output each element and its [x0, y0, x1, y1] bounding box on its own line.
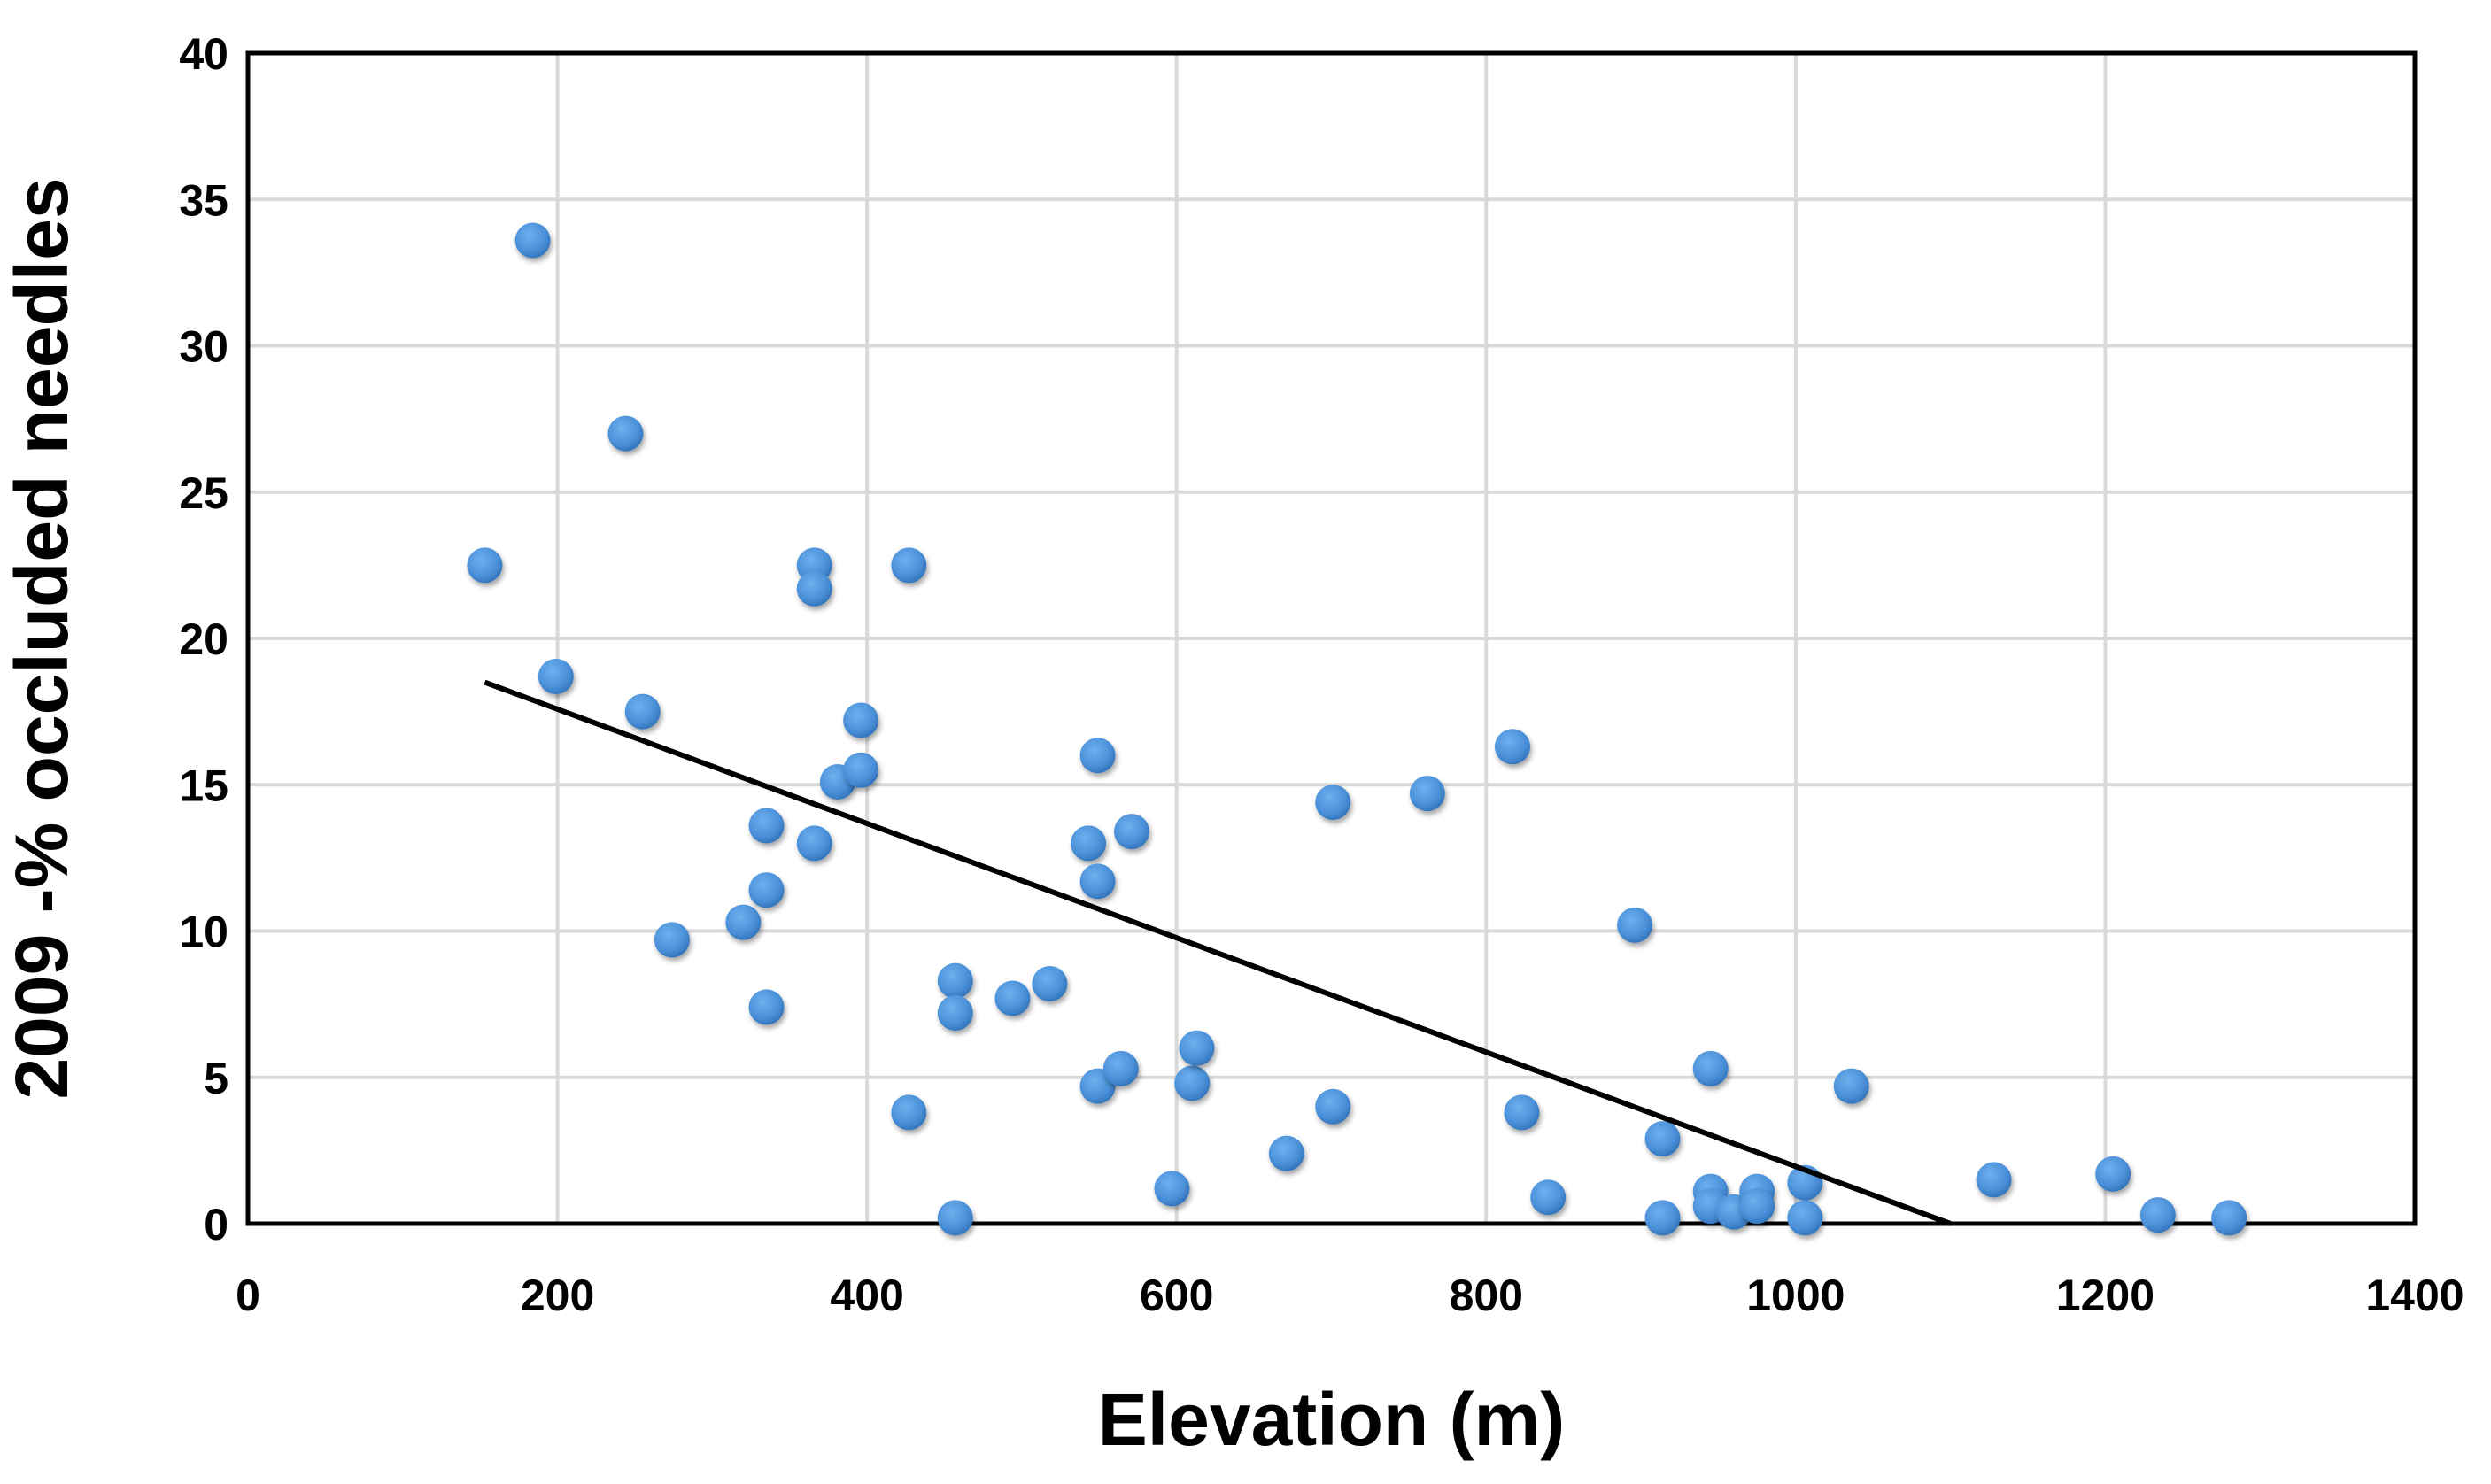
x-tick-label: 800 [1450, 1271, 1523, 1320]
x-tick-label: 400 [830, 1271, 903, 1320]
y-tick-label: 15 [179, 761, 228, 810]
data-point [1315, 1088, 1351, 1125]
data-point [994, 980, 1031, 1016]
data-point [624, 693, 661, 730]
data-point [1644, 1200, 1681, 1236]
data-point [891, 1094, 927, 1131]
data-point [1071, 825, 1107, 862]
data-point [937, 995, 973, 1032]
data-point [1174, 1065, 1211, 1101]
y-tick-label: 10 [179, 908, 228, 957]
data-point [1692, 1050, 1729, 1086]
y-tick-label: 25 [179, 468, 228, 518]
data-point [748, 808, 785, 844]
data-point [514, 222, 551, 259]
x-tick-label: 1000 [1746, 1271, 1845, 1320]
plot-area-border [245, 50, 2418, 1226]
data-point [796, 570, 832, 607]
y-tick-label: 40 [179, 29, 228, 79]
data-point [654, 922, 690, 958]
data-point [1530, 1179, 1567, 1216]
x-axis-ticks: 0 200 400 600 800 1000 1200 1400 [236, 1271, 2464, 1320]
data-point [1315, 785, 1351, 821]
data-point [937, 962, 973, 999]
data-point [1179, 1030, 1215, 1066]
y-tick-label: 35 [179, 175, 228, 225]
y-axis-ticks: 0 5 10 15 20 25 30 35 40 [179, 29, 228, 1249]
data-point [843, 702, 879, 738]
data-point [1787, 1200, 1823, 1236]
data-point [1617, 907, 1653, 943]
data-point [2211, 1200, 2247, 1236]
x-tick-label: 200 [521, 1271, 594, 1320]
data-point [1102, 1050, 1139, 1086]
data-point [748, 989, 785, 1025]
data-point [1032, 965, 1068, 1001]
x-axis-title: Elevation (m) [1098, 1378, 1565, 1461]
y-tick-label: 20 [179, 614, 228, 664]
data-point [1504, 1094, 1540, 1131]
scatter-points [467, 222, 2247, 1236]
data-point [1268, 1135, 1304, 1171]
data-point [937, 1200, 973, 1236]
x-tick-label: 1200 [2056, 1271, 2154, 1320]
y-axis-title: 2009 -% occluded needles [0, 177, 83, 1099]
data-point [2139, 1197, 2176, 1233]
data-point [1739, 1188, 1775, 1225]
data-point [1114, 814, 1150, 850]
data-point [1833, 1068, 1869, 1104]
x-tick-label: 1400 [2365, 1271, 2464, 1320]
trendline [484, 679, 1952, 1226]
data-point [1079, 738, 1116, 774]
data-point [1494, 729, 1530, 765]
data-point [891, 547, 927, 584]
data-point [748, 872, 785, 908]
data-point [725, 904, 762, 940]
data-point [1644, 1121, 1681, 1157]
x-tick-label: 0 [236, 1271, 260, 1320]
data-point [843, 752, 879, 788]
x-tick-label: 600 [1140, 1271, 1213, 1320]
data-point [1409, 776, 1445, 812]
data-point [467, 547, 503, 584]
data-point [1079, 863, 1116, 900]
y-tick-label: 30 [179, 322, 228, 372]
y-tick-label: 5 [204, 1054, 228, 1103]
data-point [796, 825, 832, 862]
data-point [1976, 1162, 2012, 1198]
data-point [607, 415, 644, 452]
data-point [538, 658, 574, 694]
data-point [1154, 1171, 1190, 1207]
data-point [2095, 1156, 2131, 1192]
y-tick-label: 0 [204, 1200, 228, 1249]
